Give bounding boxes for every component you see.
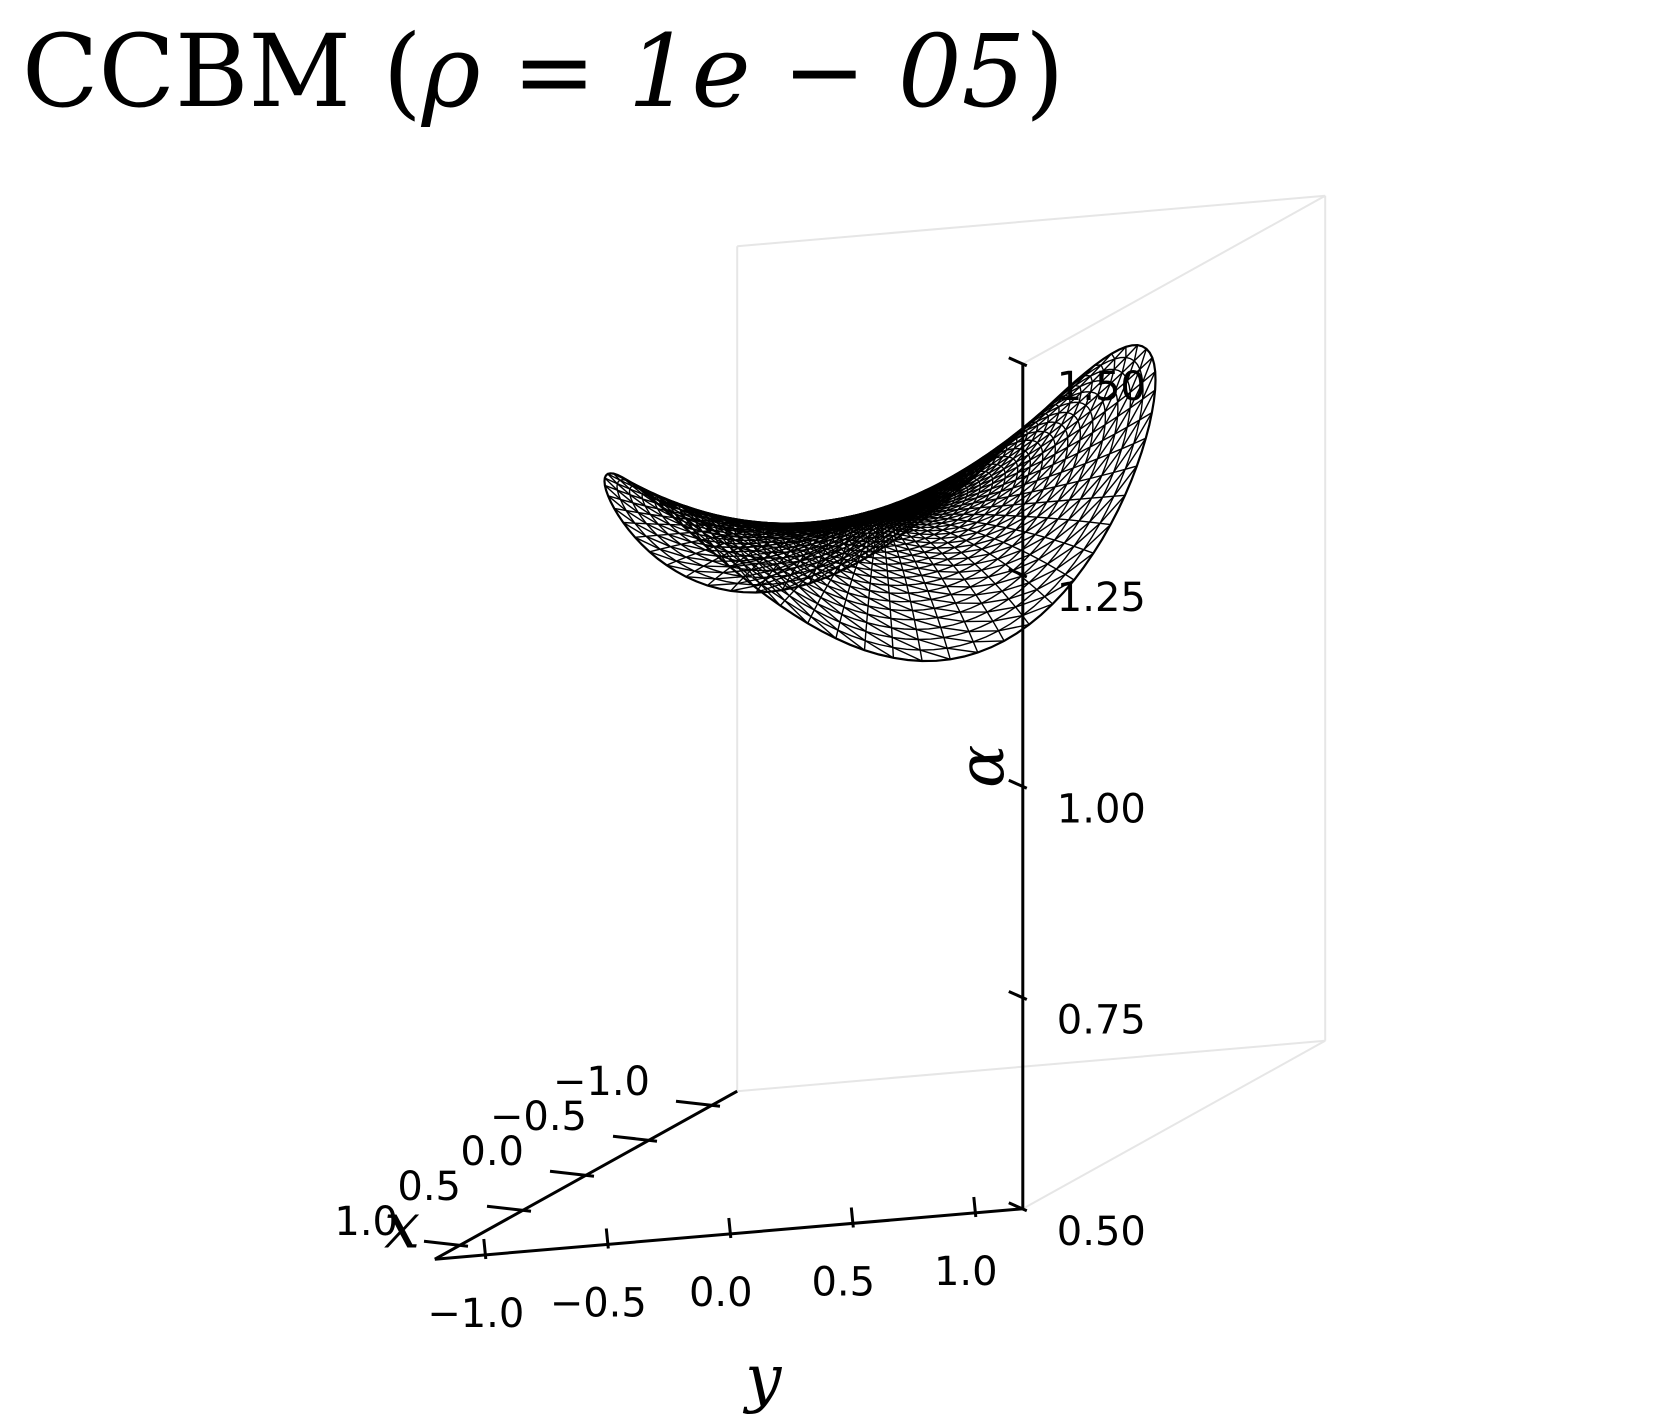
chart-title: CCBM (ρ = 1e − 05) — [22, 13, 1064, 130]
title-prefix: CCBM ( — [22, 13, 422, 130]
y-ticks: −1.0 −0.5 0.0 0.5 1.0 — [427, 1196, 998, 1337]
x-tick-mark — [612, 1134, 658, 1143]
pane-edges — [736, 194, 1327, 1210]
title-suffix: ) — [1025, 13, 1064, 130]
x-tick-mark — [423, 1239, 469, 1248]
z-tick-mark — [1008, 990, 1028, 1001]
x-ticks: −1.0−0.50.00.51.0 — [334, 1059, 721, 1248]
y-tick-label: 0.5 — [811, 1260, 875, 1306]
mesh-boundary — [603, 343, 1157, 663]
x-tick-label: 1.0 — [334, 1199, 398, 1245]
pane-edge — [1022, 1039, 1326, 1210]
x-tick-mark — [486, 1204, 532, 1213]
pane-edge — [737, 194, 1326, 248]
x-tick-mark — [549, 1169, 595, 1178]
y-tick-mark — [604, 1228, 610, 1249]
x-tick-mark — [675, 1099, 721, 1108]
y-axis-line — [434, 1207, 1023, 1261]
z-tick-mark — [1008, 1201, 1028, 1213]
x-tick-label: 0.0 — [460, 1129, 524, 1175]
y-tick-label: 1.0 — [934, 1249, 998, 1295]
z-axis-label: α — [945, 745, 1019, 788]
z-tick-label: 0.50 — [1057, 1209, 1146, 1255]
axes: −1.0−0.50.00.51.0 −1.0 −0.5 0.0 0.5 1.0 0.50… — [334, 356, 1146, 1416]
x-axis-label: x — [384, 1190, 420, 1264]
title-math: ρ = 1e − 05 — [421, 13, 1026, 130]
z-tick-label: 1.50 — [1057, 364, 1146, 410]
z-tick-label: 0.75 — [1057, 998, 1146, 1044]
y-tick-mark — [482, 1238, 488, 1260]
y-tick-mark — [727, 1217, 733, 1239]
y-tick-label: −0.5 — [550, 1281, 647, 1327]
x-tick-label: 0.5 — [397, 1164, 461, 1210]
z-ticks: 0.50 0.75 1.00 1.25 1.50 — [1008, 356, 1146, 1255]
z-tick-label: 1.25 — [1057, 575, 1146, 621]
z-tick-mark — [1008, 778, 1028, 790]
surface-mesh — [603, 343, 1157, 663]
pane-edge — [1022, 194, 1326, 365]
y-tick-label: −1.0 — [427, 1291, 524, 1337]
y-tick-label: 0.0 — [689, 1270, 753, 1316]
pane-edge — [737, 1039, 1326, 1093]
x-tick-label: −1.0 — [553, 1059, 650, 1105]
y-tick-mark — [849, 1207, 855, 1228]
z-tick-mark — [1008, 567, 1028, 579]
x-tick-label: −0.5 — [490, 1094, 587, 1140]
z-tick-mark — [1008, 356, 1028, 368]
y-axis-label: y — [742, 1342, 782, 1416]
z-tick-label: 1.00 — [1057, 786, 1146, 832]
y-tick-mark — [972, 1196, 978, 1218]
